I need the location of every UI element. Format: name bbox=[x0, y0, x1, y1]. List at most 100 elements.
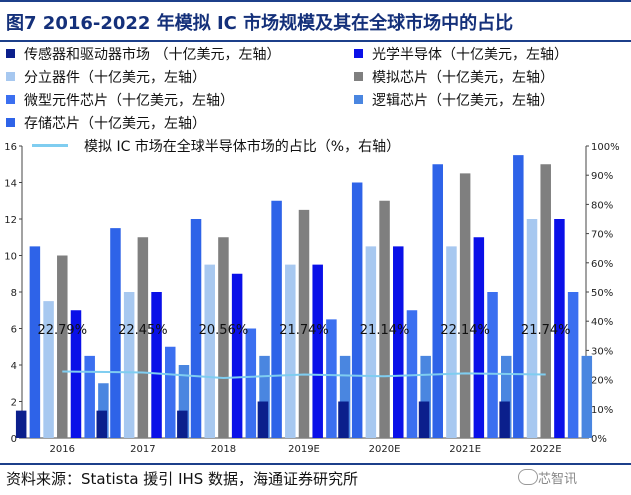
x-tick-label: 2018 bbox=[211, 444, 236, 455]
bar bbox=[298, 209, 310, 438]
legend-label: 分立器件（十亿美元，左轴） bbox=[24, 70, 206, 86]
y-tick-label-left: 2 bbox=[11, 398, 17, 409]
y-tick-label-right: 60% bbox=[591, 259, 613, 270]
bar bbox=[326, 319, 337, 438]
bar bbox=[84, 355, 95, 438]
y-tick-label-left: 0 bbox=[11, 434, 17, 445]
data-label: 21.74% bbox=[279, 323, 329, 338]
bar bbox=[96, 410, 108, 438]
bar bbox=[190, 219, 202, 438]
legend-swatch bbox=[6, 49, 15, 58]
data-label: 21.74% bbox=[521, 323, 571, 338]
legend-label: 逻辑芯片（十亿美元，左轴） bbox=[372, 93, 554, 109]
bar bbox=[15, 410, 27, 438]
legend-label: 光学半导体（十亿美元，左轴） bbox=[372, 47, 568, 63]
bar bbox=[204, 264, 215, 438]
y-tick-label-right: 20% bbox=[591, 376, 613, 387]
y-tick-label-left: 6 bbox=[11, 325, 17, 336]
y-tick-label-left: 8 bbox=[11, 288, 17, 299]
bar bbox=[218, 237, 229, 438]
legend-swatch bbox=[6, 118, 15, 127]
legend-swatch bbox=[354, 72, 363, 81]
legend-line-swatch bbox=[32, 144, 68, 147]
data-label: 21.14% bbox=[360, 323, 410, 338]
bar bbox=[500, 355, 512, 438]
legend-swatch bbox=[6, 95, 15, 104]
data-label: 22.79% bbox=[37, 323, 87, 338]
bar bbox=[418, 401, 430, 438]
bar bbox=[178, 365, 190, 438]
bar bbox=[271, 200, 282, 438]
y-tick-label-right: 70% bbox=[591, 230, 613, 241]
bar bbox=[57, 255, 68, 438]
bar bbox=[351, 182, 363, 438]
bar bbox=[338, 401, 349, 438]
x-tick-label: 2016 bbox=[50, 444, 75, 455]
data-label: 22.14% bbox=[440, 323, 490, 338]
bar bbox=[406, 310, 418, 438]
bar bbox=[365, 246, 377, 438]
y-tick-label-left: 12 bbox=[4, 215, 17, 226]
bar bbox=[137, 237, 149, 438]
bar bbox=[177, 410, 188, 438]
watermark-text: 芯智讯 bbox=[538, 472, 578, 487]
x-tick-label: 2017 bbox=[130, 444, 155, 455]
bar bbox=[70, 310, 82, 438]
bar bbox=[43, 301, 54, 438]
bar bbox=[432, 164, 443, 438]
footer-divider bbox=[0, 463, 631, 465]
wechat-icon bbox=[518, 469, 538, 485]
y-tick-label-right: 10% bbox=[591, 405, 613, 416]
legend-label: 模拟 IC 市场在全球半导体市场的占比（%，右轴） bbox=[84, 139, 401, 155]
data-label: 22.45% bbox=[118, 323, 168, 338]
bar bbox=[513, 155, 524, 438]
y-tick-label-left: 14 bbox=[4, 179, 17, 190]
x-tick-label: 2022E bbox=[530, 444, 562, 455]
bar bbox=[379, 200, 390, 438]
y-tick-label-left: 10 bbox=[4, 252, 17, 263]
legend-label: 微型元件芯片（十亿美元，左轴） bbox=[24, 93, 234, 109]
bar bbox=[165, 346, 176, 438]
bar bbox=[446, 246, 457, 438]
x-tick-label: 2021E bbox=[449, 444, 481, 455]
y-tick-label-right: 30% bbox=[591, 346, 613, 357]
chart-legend: 传感器和驱动器市场 （十亿美元，左轴） 光学半导体（十亿美元，左轴） 分立器件（十亿… bbox=[6, 44, 626, 160]
bar bbox=[393, 246, 404, 438]
bar bbox=[554, 219, 565, 438]
bar bbox=[29, 246, 41, 438]
x-tick-label: 2019E bbox=[288, 444, 320, 455]
bar bbox=[487, 292, 498, 438]
share-line bbox=[62, 370, 546, 379]
bar-chart: 0 2 4 6 8 10 12 14 16 0% 10% 20% 30% 40% 50% 60% 70% 80% 9… bbox=[4, 142, 620, 455]
bar bbox=[110, 228, 121, 438]
y-tick-label-left: 4 bbox=[11, 361, 17, 372]
y-tick-label-right: 50% bbox=[591, 288, 613, 299]
bar bbox=[526, 219, 538, 438]
legend-label: 模拟芯片（十亿美元，左轴） bbox=[372, 70, 554, 86]
legend-label: 传感器和驱动器市场 （十亿美元，左轴） bbox=[24, 47, 281, 63]
bar bbox=[339, 355, 351, 438]
y-tick-label-right: 100% bbox=[591, 142, 620, 153]
bar bbox=[540, 164, 551, 438]
y-tick-label-right: 0% bbox=[591, 434, 607, 445]
bar bbox=[581, 355, 593, 438]
bar bbox=[459, 173, 471, 438]
bar bbox=[473, 237, 485, 438]
bar bbox=[312, 264, 323, 438]
source-note: 资料来源：Statista 援引 IHS 数据，海通证券研究所 bbox=[6, 470, 359, 488]
x-tick-label: 2020E bbox=[369, 444, 401, 455]
title-bar: 图7 2016-2022 年模拟 IC 市场规模及其在全球市场中的占比 bbox=[0, 0, 631, 42]
y-tick-label-left: 16 bbox=[4, 142, 17, 153]
legend-swatch bbox=[354, 95, 363, 104]
bar bbox=[259, 355, 270, 438]
y-tick-label-right: 80% bbox=[591, 200, 613, 211]
bar bbox=[567, 292, 579, 438]
bar bbox=[231, 273, 243, 438]
bar bbox=[420, 355, 431, 438]
legend-swatch bbox=[354, 49, 363, 58]
data-label: 20.56% bbox=[199, 323, 249, 338]
bar bbox=[257, 401, 269, 438]
legend-swatch bbox=[6, 72, 15, 81]
y-tick-label-right: 40% bbox=[591, 317, 613, 328]
bar bbox=[499, 401, 510, 438]
